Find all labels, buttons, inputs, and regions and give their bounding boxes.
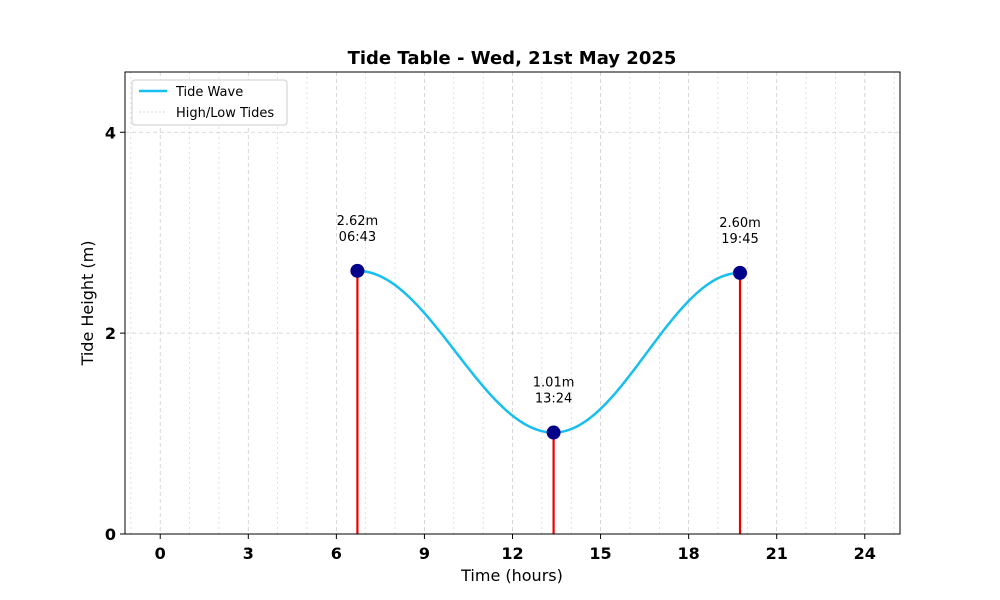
y-tick-label: 2 <box>105 324 116 343</box>
y-tick-label: 0 <box>105 525 116 544</box>
tide-markers <box>350 263 748 440</box>
y-tick-label: 4 <box>105 123 116 142</box>
legend-label: High/Low Tides <box>176 106 274 121</box>
legend-label: Tide Wave <box>175 85 243 100</box>
tide-stems <box>356 270 742 534</box>
x-tick-label: 15 <box>589 544 611 563</box>
legend-box <box>131 79 288 126</box>
tide-marker <box>733 265 748 280</box>
x-tick-label: 12 <box>501 544 523 563</box>
x-tick-label: 21 <box>766 544 788 563</box>
tide-height-label: 2.60m <box>719 216 761 231</box>
tide-time-label: 13:24 <box>535 392 572 407</box>
tide-wave-line <box>357 269 741 434</box>
tide-height-label: 2.62m <box>337 214 379 229</box>
grid <box>125 72 900 534</box>
tide-wave-series <box>357 269 741 434</box>
x-tick-label: 9 <box>419 544 430 563</box>
y-axis-label: Tide Height (m) <box>78 241 97 367</box>
x-tick-label: 6 <box>331 544 342 563</box>
tide-height-label: 1.01m <box>533 376 575 391</box>
x-tick-label: 18 <box>678 544 700 563</box>
legend: Tide Wave High/Low Tides <box>131 79 288 126</box>
x-tick-label: 24 <box>854 544 876 563</box>
x-axis-label: Time (hours) <box>460 566 563 585</box>
tide-time-label: 06:43 <box>339 230 376 245</box>
tide-marker <box>350 263 365 278</box>
chart-title: Tide Table - Wed, 21st May 2025 <box>348 48 677 69</box>
tide-time-label: 19:45 <box>721 232 758 247</box>
tide-marker <box>546 425 561 440</box>
x-tick-label: 3 <box>243 544 254 563</box>
x-tick-label: 0 <box>155 544 166 563</box>
